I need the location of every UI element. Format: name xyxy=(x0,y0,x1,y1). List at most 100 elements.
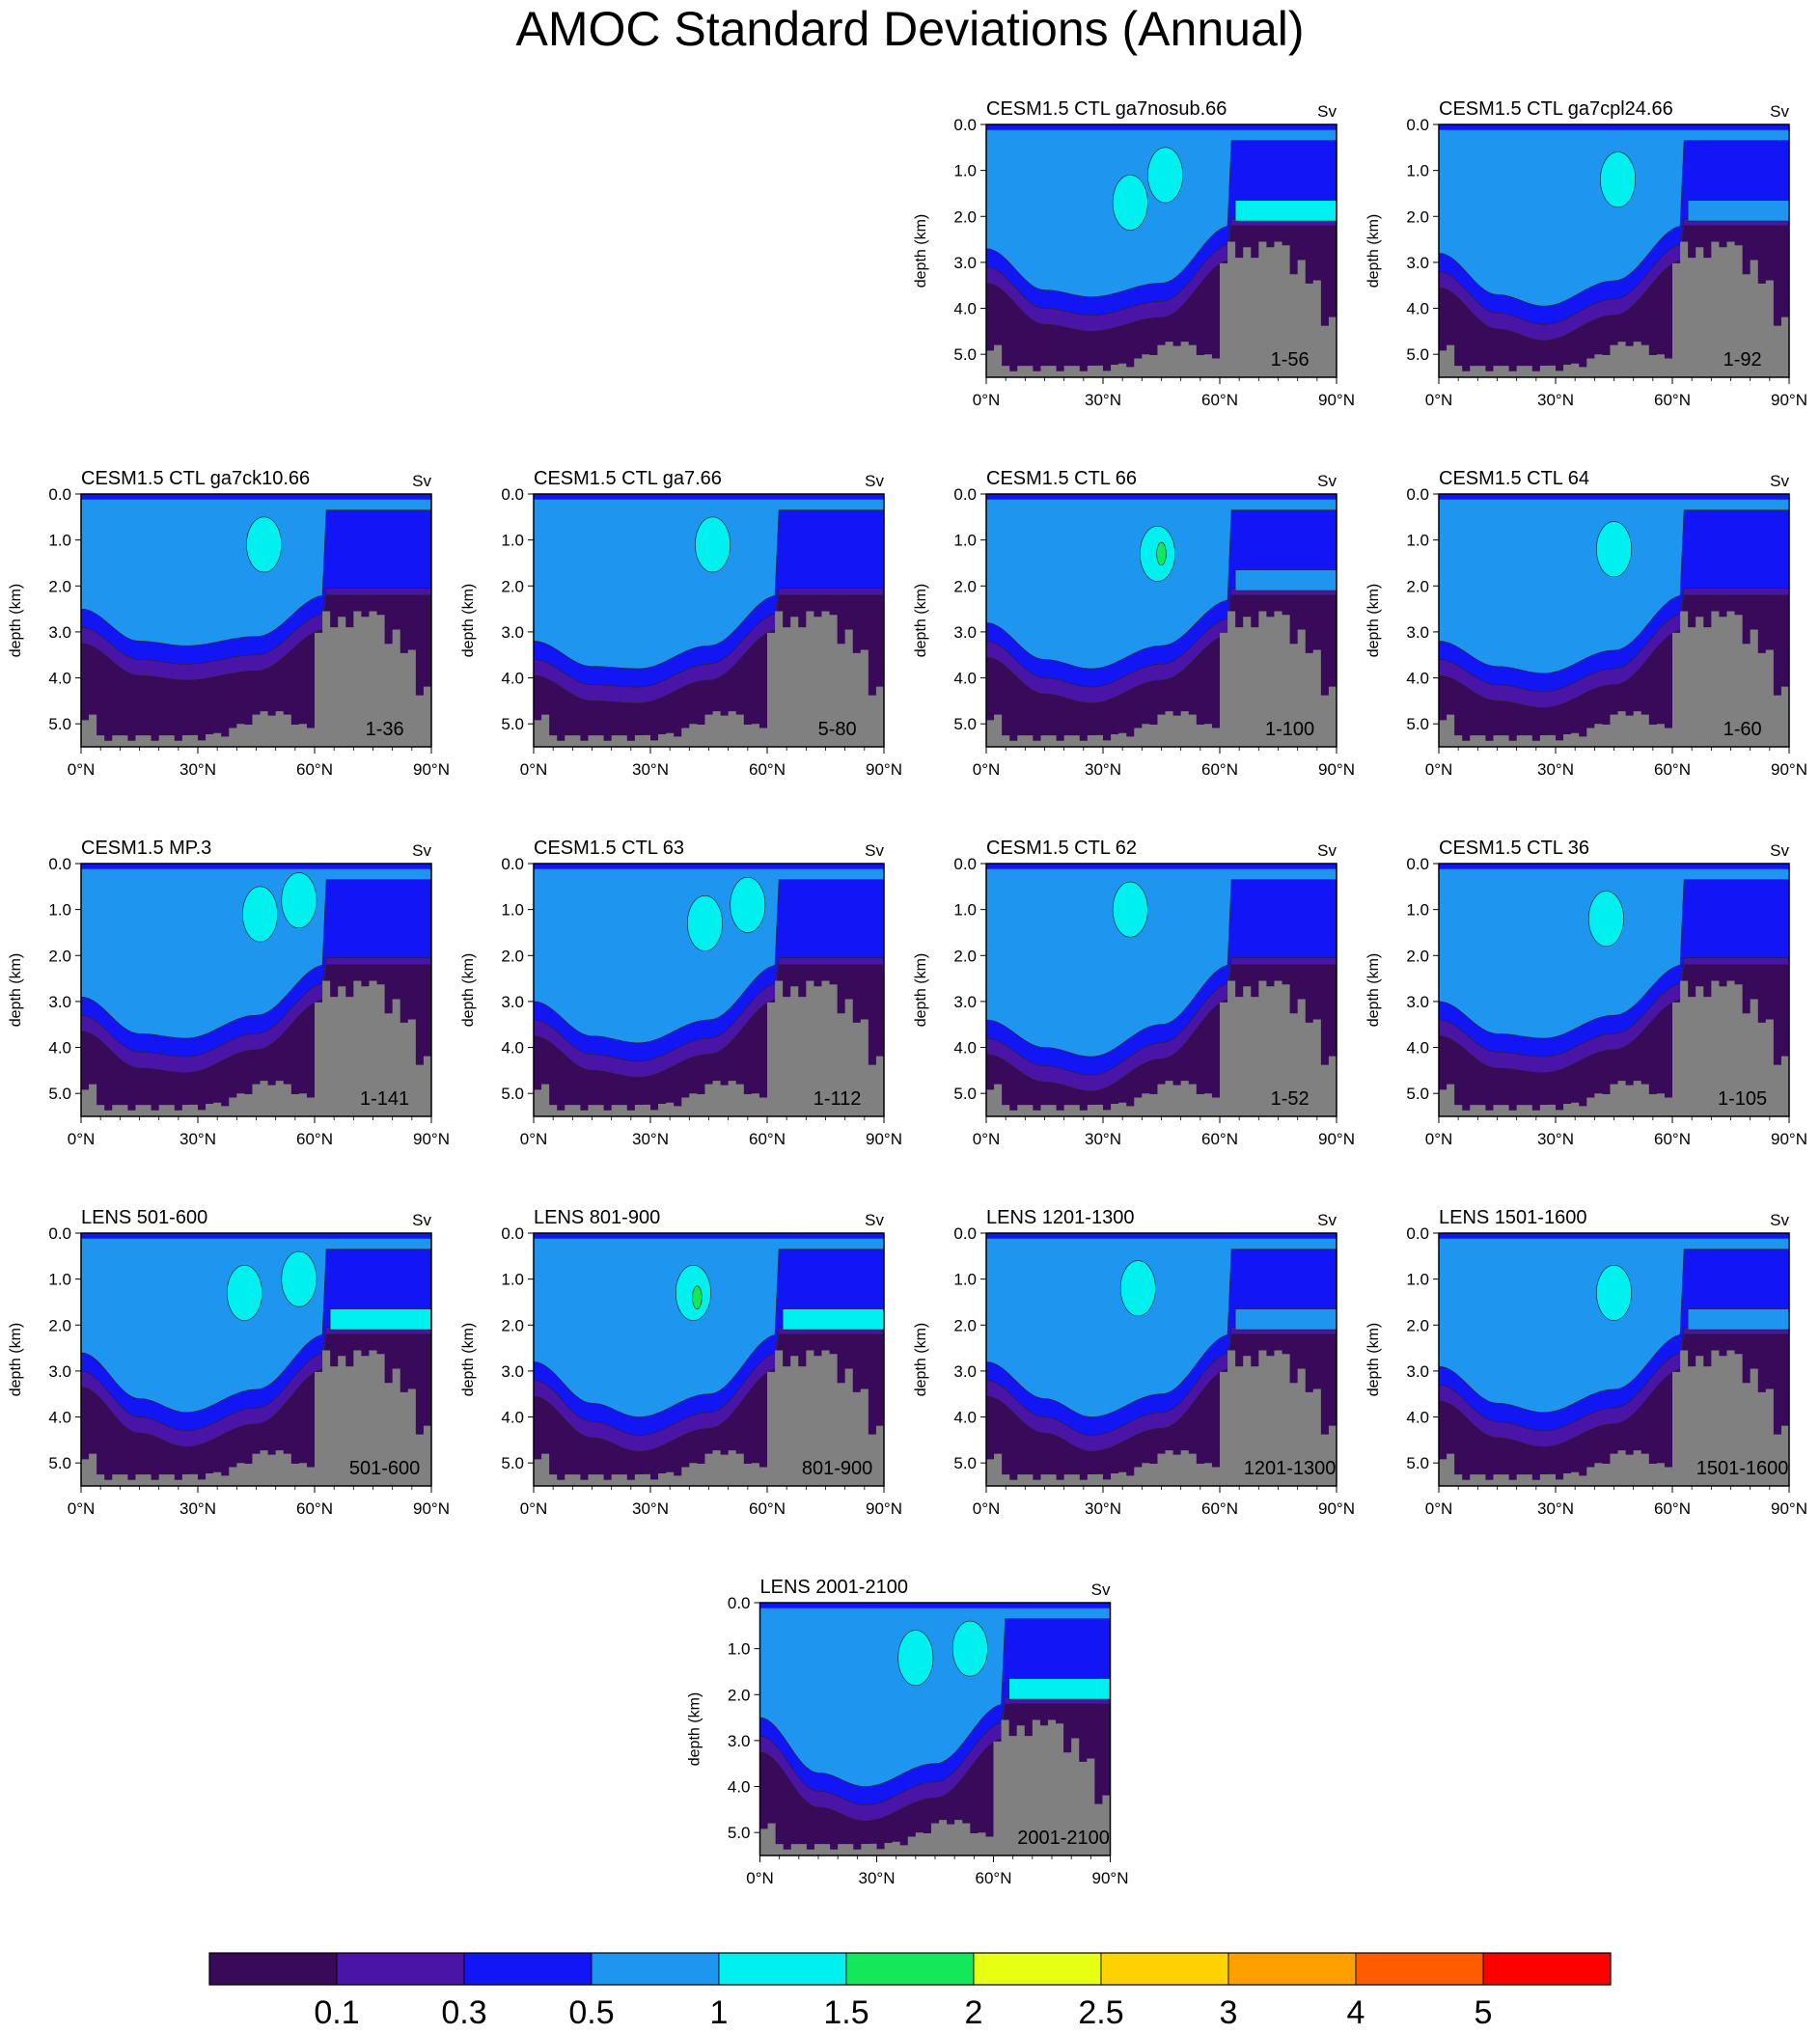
x-tick-label: 60°N xyxy=(296,1130,333,1148)
y-tick-label: 1.0 xyxy=(501,901,524,920)
x-tick-label: 90°N xyxy=(866,760,902,779)
y-tick-label: 3.0 xyxy=(501,623,524,642)
contour-level-3 xyxy=(986,864,1337,1058)
panel-13: LENS 1201-1300 Sv 1201-1300 0.0 1.0 2.0 3.0 4.0… xyxy=(913,1207,1355,1518)
variability-core-2 xyxy=(951,1620,988,1677)
x-tick-label: 0°N xyxy=(520,1130,548,1148)
y-tick-label: 3.0 xyxy=(953,993,977,1011)
bathymetry-land xyxy=(81,1350,431,1486)
panel-title: CESM1.5 CTL ga7.66 xyxy=(534,468,722,489)
y-tick-label: 5.0 xyxy=(1406,1454,1429,1472)
panel-years-label: 1201-1300 xyxy=(1244,1458,1337,1479)
panel-title: CESM1.5 CTL ga7nosub.66 xyxy=(986,98,1227,120)
y-tick-label: 0.0 xyxy=(953,485,977,504)
colorbar-label: 2 xyxy=(965,1994,983,2031)
panel-title: LENS 1501-1600 xyxy=(1439,1207,1586,1228)
x-tick-label: 60°N xyxy=(296,760,333,779)
contour-level-3 xyxy=(1439,1233,1789,1414)
colorbar-swatch-10 xyxy=(1482,1952,1612,1986)
bathymetry-land xyxy=(986,241,1337,377)
y-axis-label: depth (km) xyxy=(460,584,477,657)
y-tick-label: 0.0 xyxy=(953,116,977,134)
x-tick-label: 60°N xyxy=(1201,391,1238,409)
panel-years-label: 1501-1600 xyxy=(1696,1458,1789,1479)
panel-title: CESM1.5 CTL 63 xyxy=(534,838,684,859)
variability-core-1 xyxy=(1119,1260,1156,1317)
surface-band xyxy=(534,494,884,500)
x-tick-label: 60°N xyxy=(1654,760,1691,779)
panel-units: Sv xyxy=(865,1211,884,1229)
arctic-band xyxy=(1008,1678,1111,1700)
x-tick-label: 30°N xyxy=(1537,391,1574,409)
variability-core-2 xyxy=(692,1285,703,1309)
x-tick-label: 30°N xyxy=(1085,1499,1121,1518)
panel-years-label: 1-100 xyxy=(1265,719,1314,740)
x-tick-label: 30°N xyxy=(859,1869,896,1887)
y-axis-label: depth (km) xyxy=(8,584,24,657)
panel-9: CESM1.5 CTL 62 Sv 1-52 0.0 1.0 2.0 3.0 4.0 5.0 de… xyxy=(913,838,1355,1148)
y-tick-label: 4.0 xyxy=(48,670,71,688)
x-tick-label: 90°N xyxy=(413,760,450,779)
y-tick-label: 5.0 xyxy=(953,1454,977,1472)
bathymetry-land xyxy=(986,1350,1337,1486)
x-tick-label: 60°N xyxy=(749,1130,786,1148)
x-tick-label: 60°N xyxy=(1654,1130,1691,1148)
colorbar: 0.1 0.3 0.5 1 1.5 2 2.5 3 4 5 xyxy=(208,1952,1612,2031)
x-tick-label: 0°N xyxy=(1425,1130,1453,1148)
panel-units: Sv xyxy=(1770,841,1789,860)
y-axis-label: depth (km) xyxy=(1365,584,1382,657)
y-tick-label: 2.0 xyxy=(48,1316,71,1334)
panel-years-label: 501-600 xyxy=(349,1458,420,1479)
variability-core-2 xyxy=(281,1251,317,1307)
x-tick-label: 30°N xyxy=(632,1499,669,1518)
y-axis-label: depth (km) xyxy=(460,953,477,1027)
x-tick-label: 90°N xyxy=(1771,391,1807,409)
x-tick-label: 30°N xyxy=(1537,1499,1574,1518)
arctic-band xyxy=(1234,1308,1337,1331)
x-tick-label: 0°N xyxy=(973,1499,1001,1518)
surface-band xyxy=(81,864,431,869)
contour-level-3 xyxy=(81,494,431,646)
y-tick-label: 2.0 xyxy=(953,207,977,226)
x-tick-label: 30°N xyxy=(1085,391,1121,409)
panel-11: LENS 501-600 Sv 501-600 0.0 1.0 2.0 3.0 4.0 5.0 d… xyxy=(8,1207,450,1518)
variability-core-2 xyxy=(1112,175,1148,231)
panel-units: Sv xyxy=(412,1211,431,1229)
panel-title: CESM1.5 CTL ga7ck10.66 xyxy=(81,468,310,489)
variability-core-2 xyxy=(1156,541,1167,566)
variability-core-1 xyxy=(897,1630,934,1687)
x-tick-label: 30°N xyxy=(179,1130,216,1148)
x-tick-label: 60°N xyxy=(1201,760,1238,779)
y-tick-label: 3.0 xyxy=(48,1362,71,1381)
surface-band xyxy=(986,864,1337,869)
panel-contours xyxy=(534,1233,884,1486)
y-tick-label: 1.0 xyxy=(501,532,524,550)
panel-years-label: 1-60 xyxy=(1723,719,1762,740)
x-tick-label: 0°N xyxy=(68,1499,96,1518)
bathymetry-land xyxy=(534,980,884,1116)
panel-contours xyxy=(986,494,1337,747)
panel-contours xyxy=(1439,124,1789,377)
y-axis-label: depth (km) xyxy=(8,953,24,1027)
panel-2: CESM1.5 CTL ga7cpl24.66 Sv 1-92 0.0 1.0 2.0 3.… xyxy=(1365,98,1807,409)
panel-title: LENS 2001-2100 xyxy=(760,1577,908,1598)
y-tick-label: 0.0 xyxy=(1406,485,1429,504)
contour-level-3 xyxy=(1439,864,1789,1039)
y-tick-label: 2.0 xyxy=(501,577,524,595)
x-tick-label: 90°N xyxy=(1318,391,1355,409)
y-tick-label: 0.0 xyxy=(501,1224,524,1243)
panel-6: CESM1.5 CTL 64 Sv 1-60 0.0 1.0 2.0 3.0 4.0 5.0 de… xyxy=(1365,468,1807,779)
y-tick-label: 5.0 xyxy=(1406,715,1429,733)
bathymetry-land xyxy=(81,611,431,747)
x-tick-label: 0°N xyxy=(1425,760,1453,779)
y-axis-label: depth (km) xyxy=(913,953,929,1027)
y-tick-label: 2.0 xyxy=(953,577,977,595)
colorbar-label: 1.5 xyxy=(823,1994,869,2031)
contour-level-3 xyxy=(534,864,884,1044)
y-axis-label: depth (km) xyxy=(1365,953,1382,1027)
x-tick-label: 0°N xyxy=(1425,391,1453,409)
bathymetry-land xyxy=(534,1350,884,1486)
y-axis-label: depth (km) xyxy=(913,1323,929,1396)
surface-band xyxy=(534,1233,884,1239)
y-tick-label: 0.0 xyxy=(501,485,524,504)
